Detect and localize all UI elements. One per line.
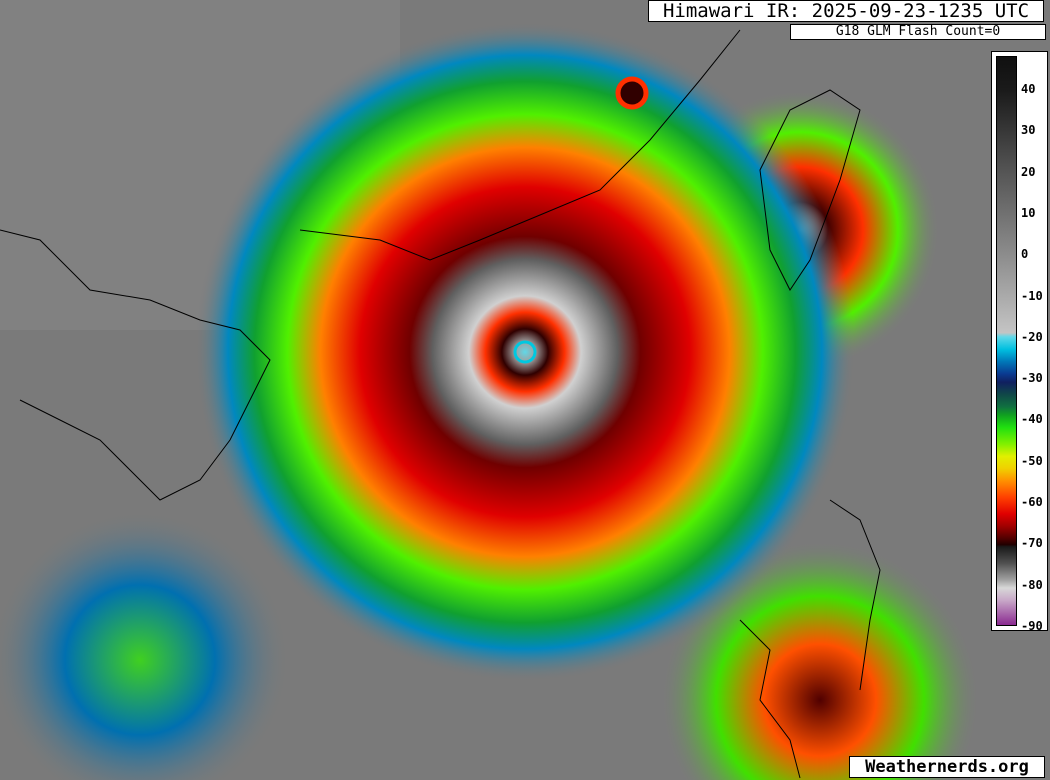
colorbar-tick-label: -20 xyxy=(1021,329,1043,344)
colorbar-tick-label: -40 xyxy=(1021,412,1043,427)
colorbar-tick-label: 20 xyxy=(1021,164,1036,179)
colorbar-tick-label: -90 xyxy=(1021,619,1043,633)
southwest-convection xyxy=(0,510,290,780)
colorbar-gradient xyxy=(996,56,1017,626)
colorbar-tick-label: -50 xyxy=(1021,453,1043,468)
china-coastline xyxy=(299,29,741,261)
taiwan-coastline xyxy=(759,89,861,291)
isolated-cell xyxy=(615,76,649,110)
temperature-colorbar: 40 30 20 10 0 -10 -20 -30 -40 -50 -60 -70 -80 -90 xyxy=(991,51,1048,633)
colorbar-tick-label: -80 xyxy=(1021,577,1043,592)
coastline xyxy=(0,229,271,501)
colorbar-tick-label: 10 xyxy=(1021,205,1036,220)
typhoon-cloud-mass xyxy=(195,22,855,682)
colorbar-tick-label: 30 xyxy=(1021,123,1036,138)
colorbar-tick-label: -30 xyxy=(1021,371,1043,386)
colorbar-tick-label: -70 xyxy=(1021,536,1043,551)
colorbar-tick-label: 0 xyxy=(1021,247,1029,262)
colorbar-tick-label: 40 xyxy=(1021,82,1036,97)
typhoon-eye xyxy=(513,340,537,364)
watermark: Weathernerds.org xyxy=(849,756,1045,778)
image-title: Himawari IR: 2025-09-23-1235 UTC xyxy=(648,0,1044,22)
colorbar-tick-label: -10 xyxy=(1021,288,1043,303)
colorbar-tick-label: -60 xyxy=(1021,495,1043,510)
philippines-coastline xyxy=(739,499,881,779)
flash-count-label: G18 GLM Flash Count=0 xyxy=(790,24,1046,40)
